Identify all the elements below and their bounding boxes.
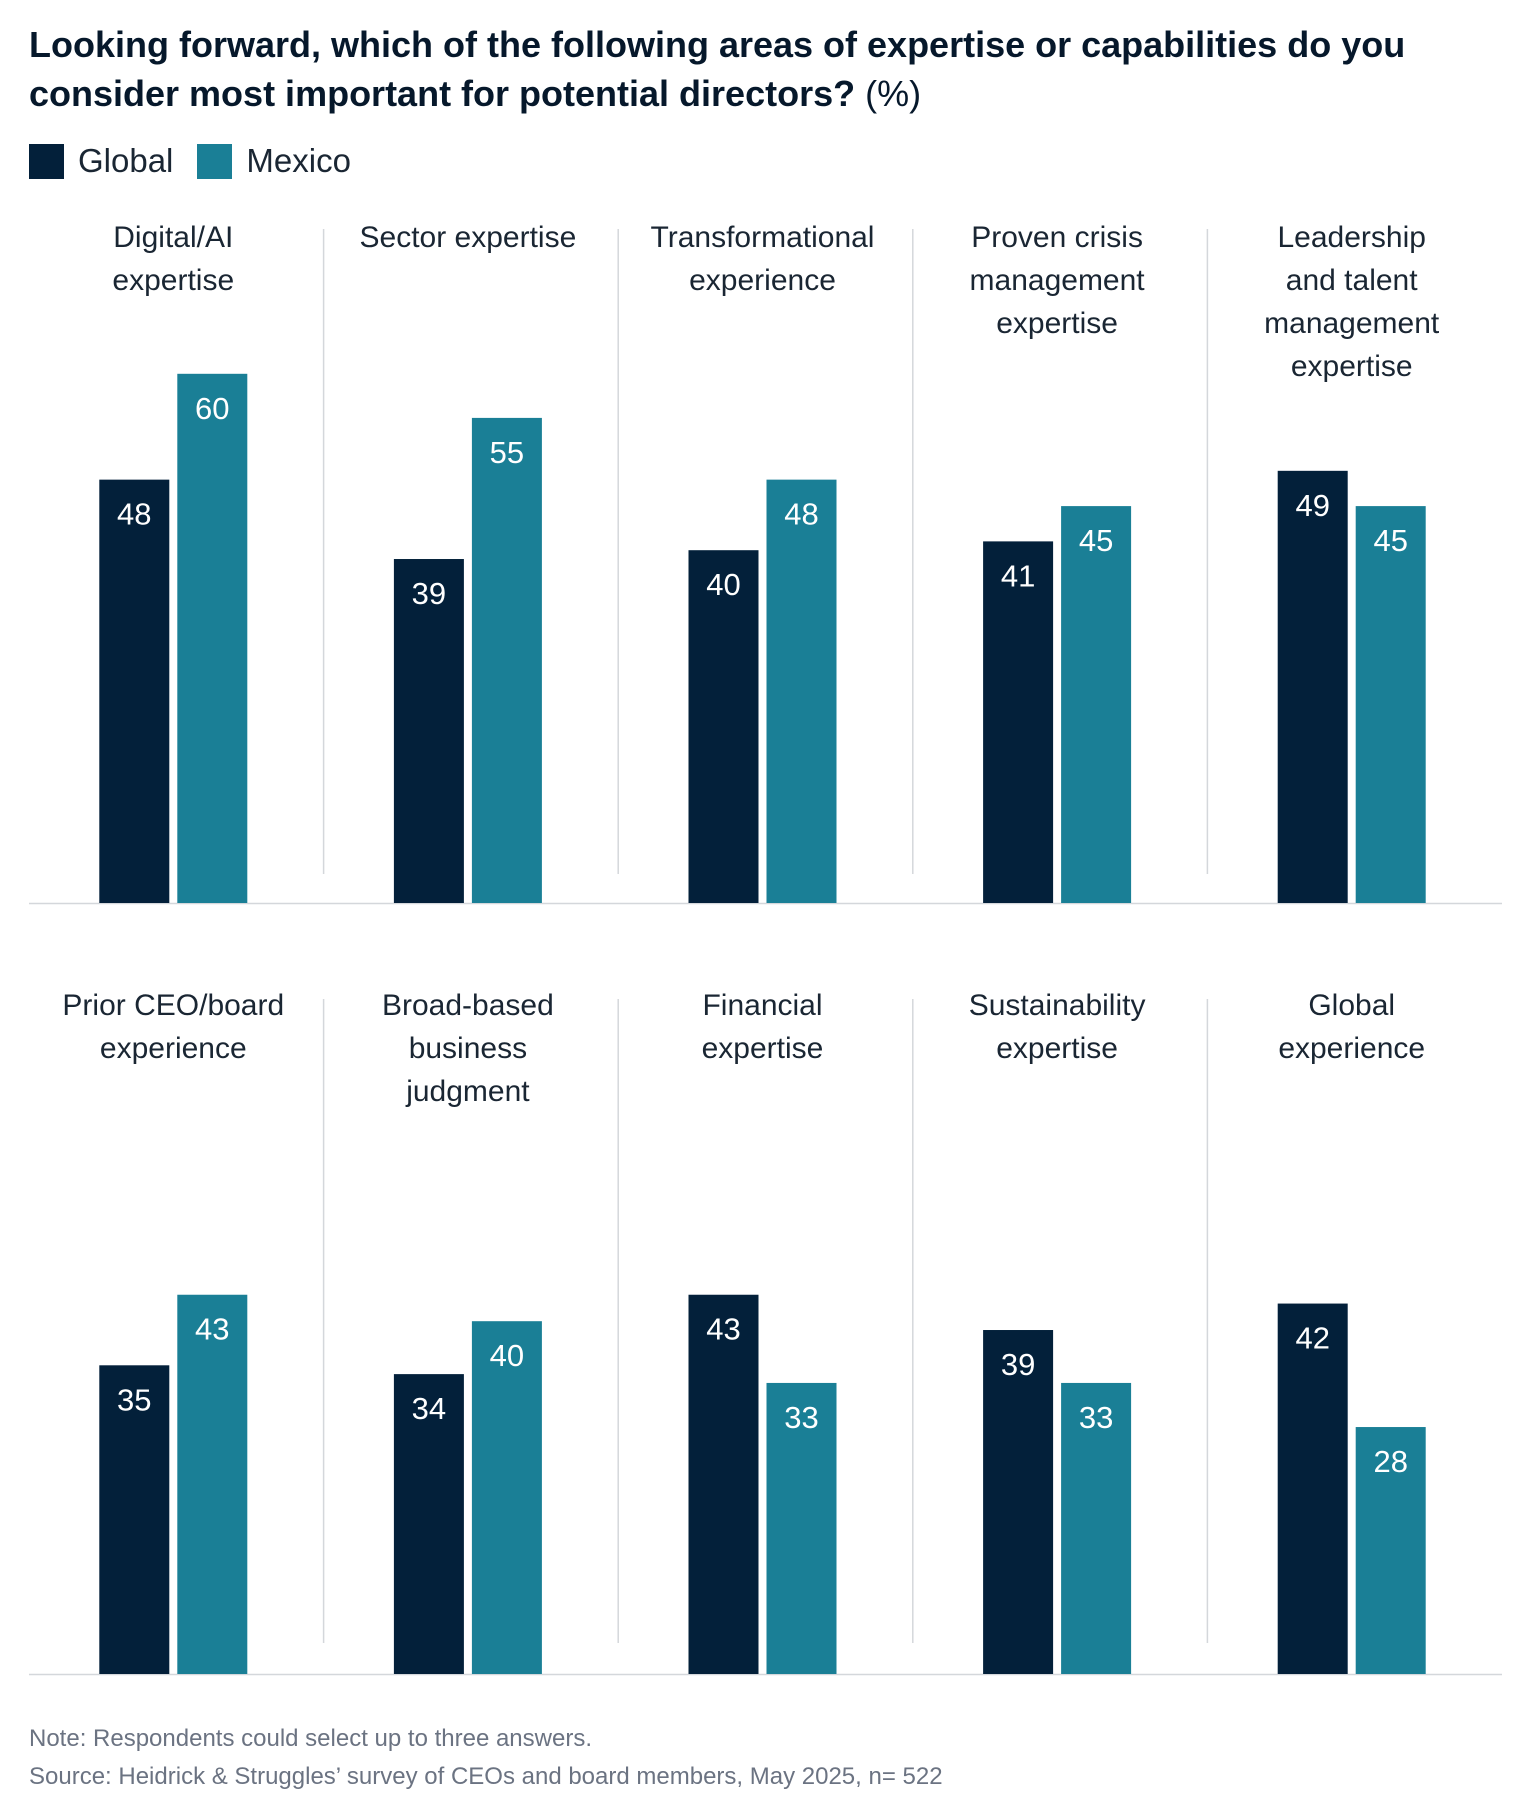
category-label: Sustainability (969, 989, 1146, 1022)
category-label: Global (1308, 989, 1395, 1022)
data-label-global: 39 (412, 576, 446, 611)
bar-mexico (177, 373, 248, 903)
category-label: expertise (1291, 350, 1413, 383)
bar-global (393, 1374, 464, 1674)
data-label-mexico: 43 (195, 1312, 229, 1347)
category-label: Sector expertise (360, 221, 577, 254)
chart-title-unit: (%) (865, 73, 922, 114)
data-label-global: 39 (1001, 1347, 1035, 1382)
bar-mexico (1355, 1427, 1426, 1674)
bar-mexico (766, 1382, 837, 1674)
category-label: judgment (405, 1075, 530, 1108)
note-text: Note: Respondents could select up to thr… (29, 1725, 592, 1752)
category-label: management (1264, 307, 1440, 340)
data-label-global: 40 (706, 567, 740, 602)
bar-global (99, 479, 170, 903)
data-label-mexico: 45 (1079, 523, 1113, 558)
legend-item-mexico: Mexico (197, 142, 351, 180)
category-label: Leadership (1277, 221, 1425, 254)
source-text: Source: Heidrick & Struggles’ survey of … (29, 1763, 943, 1790)
data-label-global: 49 (1295, 488, 1329, 523)
legend-item-global: Global (29, 142, 173, 180)
bar-global (983, 1330, 1054, 1674)
data-label-global: 34 (412, 1391, 446, 1426)
category-label: Transformational (651, 221, 875, 254)
bar-mexico (471, 417, 542, 903)
category-label: management (970, 264, 1146, 297)
category-label: Proven crisis (971, 221, 1143, 254)
data-label-mexico: 45 (1373, 523, 1407, 558)
category-label: experience (689, 264, 836, 297)
chart-title: Looking forward, which of the following … (29, 20, 1509, 118)
legend-label-global: Global (78, 142, 174, 179)
data-label-global: 42 (1295, 1321, 1329, 1356)
data-label-global: 41 (1001, 558, 1035, 593)
bar-mexico (1061, 506, 1132, 903)
data-label-mexico: 28 (1373, 1444, 1407, 1479)
chart-title-text: Looking forward, which of the following … (29, 24, 1406, 114)
category-label: business (409, 1032, 527, 1065)
bar-mexico (177, 1294, 248, 1674)
bar-global (1277, 1303, 1348, 1674)
data-label-mexico: 55 (490, 435, 524, 470)
bar-mexico (1061, 1382, 1132, 1674)
bar-mexico (471, 1321, 542, 1674)
data-label-global: 43 (706, 1312, 740, 1347)
bar-mexico (766, 479, 837, 903)
category-label: expertise (996, 1032, 1118, 1065)
bar-global (688, 1294, 759, 1674)
bar-global (393, 559, 464, 903)
category-label: Financial (702, 989, 822, 1022)
category-label: expertise (702, 1032, 824, 1065)
data-label-global: 35 (117, 1382, 151, 1417)
data-label-mexico: 60 (195, 391, 229, 426)
bar-global (99, 1365, 170, 1674)
data-label-mexico: 40 (490, 1338, 524, 1373)
data-label-mexico: 33 (1079, 1400, 1113, 1435)
category-label: experience (100, 1032, 247, 1065)
category-label: experience (1278, 1032, 1425, 1065)
data-label-mexico: 48 (784, 497, 818, 532)
data-label-global: 48 (117, 497, 151, 532)
category-label: Broad-based (382, 989, 554, 1022)
bar-mexico (1355, 506, 1426, 903)
legend-swatch-mexico (197, 143, 233, 179)
legend-label-mexico: Mexico (246, 142, 351, 179)
legend: Global Mexico (29, 142, 375, 180)
bar-global (1277, 470, 1348, 903)
category-label: Digital/AI (113, 221, 233, 254)
category-label: Prior CEO/board (62, 989, 284, 1022)
category-label: and talent (1286, 264, 1418, 297)
data-label-mexico: 33 (784, 1400, 818, 1435)
legend-swatch-global (29, 143, 64, 179)
bar-global (688, 550, 759, 903)
category-label: expertise (996, 307, 1118, 340)
category-label: expertise (112, 264, 234, 297)
bar-global (983, 541, 1054, 903)
